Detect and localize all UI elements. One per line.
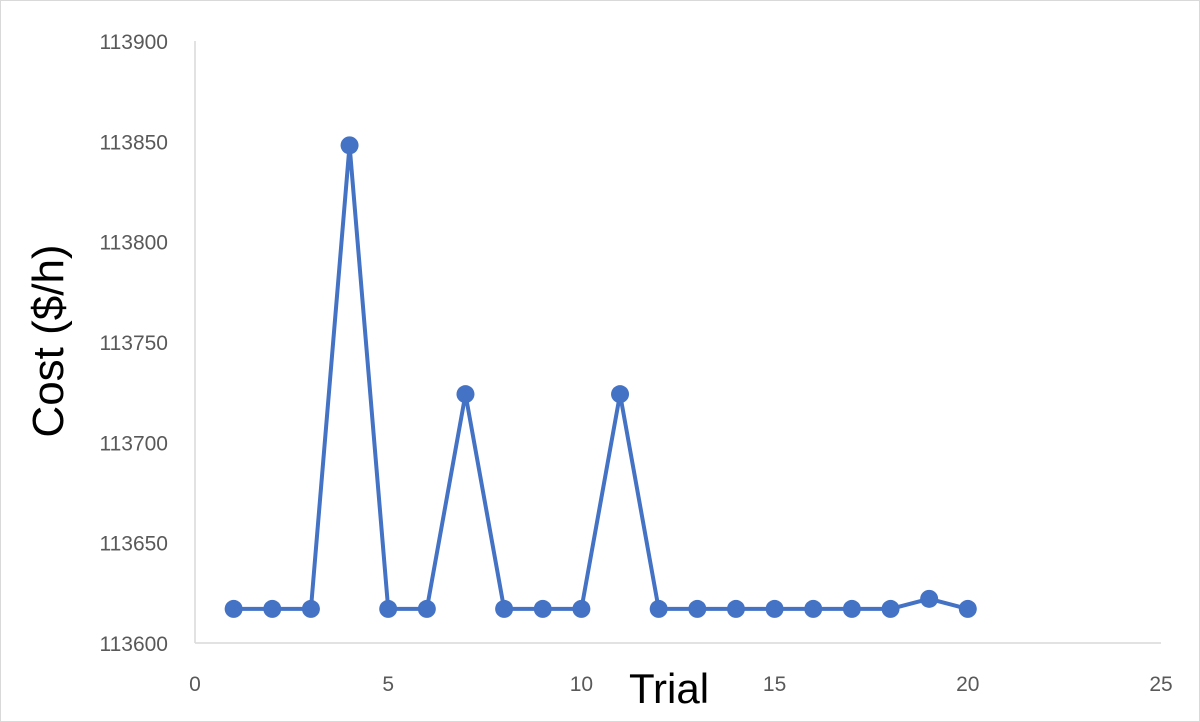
data-point bbox=[688, 599, 707, 618]
x-tick-label: 0 bbox=[189, 673, 201, 696]
x-axis-label: Trial bbox=[629, 665, 709, 712]
x-tick-label: 5 bbox=[382, 673, 394, 696]
data-point bbox=[495, 599, 514, 618]
axes bbox=[194, 41, 1161, 644]
data-point bbox=[572, 599, 591, 618]
x-tick-labels: 0 5 10 15 20 25 bbox=[189, 673, 1173, 696]
data-point bbox=[533, 599, 552, 618]
y-tick-label: 113750 bbox=[99, 332, 168, 355]
data-point bbox=[765, 599, 784, 618]
y-tick-label: 113650 bbox=[99, 533, 168, 556]
data-point bbox=[417, 599, 436, 618]
data-point bbox=[726, 599, 745, 618]
y-tick-label: 113900 bbox=[99, 31, 168, 54]
x-tick-label: 15 bbox=[763, 673, 786, 696]
data-point bbox=[379, 599, 398, 618]
data-point bbox=[881, 599, 900, 618]
data-point bbox=[301, 599, 320, 618]
series-layer bbox=[224, 136, 977, 618]
data-point bbox=[456, 385, 475, 404]
data-point bbox=[340, 136, 359, 155]
data-point bbox=[611, 385, 630, 404]
data-point bbox=[649, 599, 668, 618]
y-tick-label: 113600 bbox=[99, 633, 168, 656]
y-axis-label: Cost ($/h) bbox=[24, 244, 73, 437]
data-point bbox=[224, 599, 243, 618]
x-tick-label: 10 bbox=[570, 673, 593, 696]
y-tick-label: 113700 bbox=[99, 432, 168, 455]
data-point bbox=[842, 599, 861, 618]
data-point bbox=[804, 599, 823, 618]
y-tick-label: 113850 bbox=[99, 131, 168, 154]
x-tick-label: 25 bbox=[1149, 673, 1172, 696]
data-point bbox=[958, 599, 977, 618]
y-tick-labels: 113600 113650 113700 113750 113800 113850 1139… bbox=[99, 31, 168, 656]
data-point bbox=[920, 589, 939, 608]
x-tick-label: 20 bbox=[956, 673, 979, 696]
series-line bbox=[233, 143, 969, 611]
y-tick-label: 113800 bbox=[99, 232, 168, 255]
data-point bbox=[263, 599, 282, 618]
